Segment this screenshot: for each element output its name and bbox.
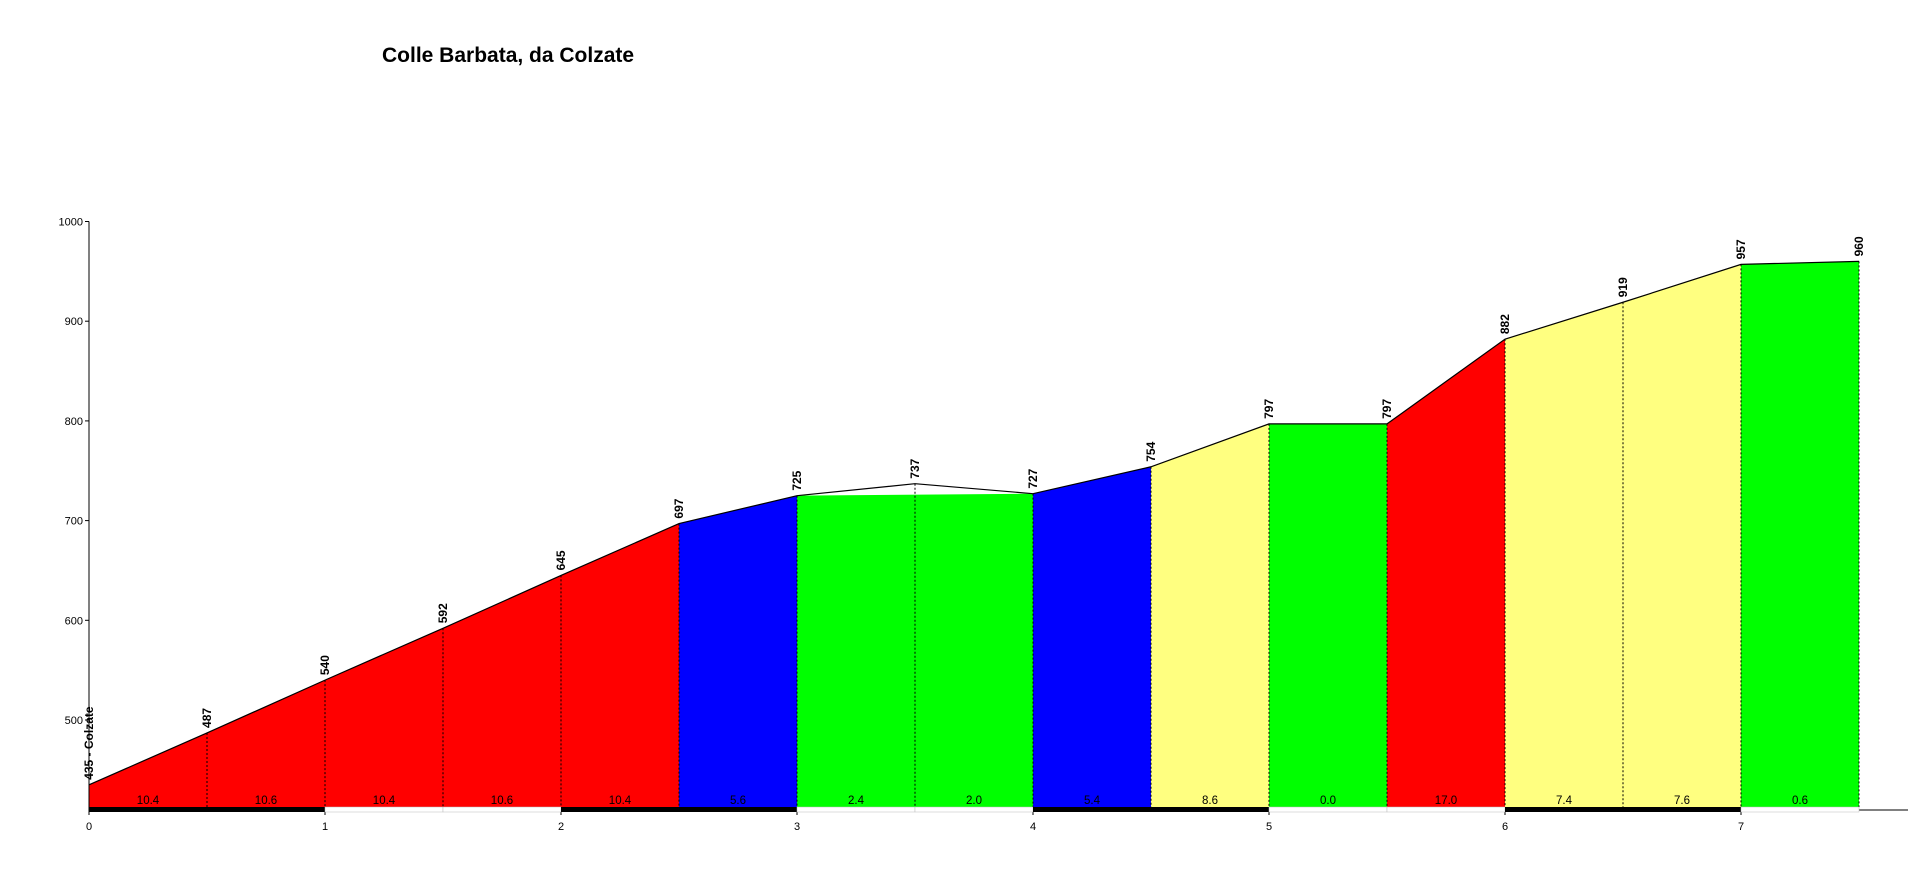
color-band-5 [1269, 423, 1387, 807]
km-bar-segment-7 [914, 806, 1034, 813]
color-band-6 [1387, 339, 1505, 807]
color-band-4 [1151, 423, 1269, 807]
elevation-label-15: 960 [1852, 236, 1866, 256]
elevation-label-0: 435 - Colzate [82, 706, 96, 780]
chart-title: Colle Barbata, da Colzate [382, 44, 634, 67]
color-band-3 [1033, 466, 1151, 807]
km-bar-segment-6 [796, 806, 916, 813]
elevation-label-2: 540 [318, 655, 332, 675]
color-bands [89, 261, 1859, 808]
km-bar-segment-0 [89, 807, 207, 812]
km-bar-segment-5 [679, 807, 797, 812]
gradient-label-11: 17.0 [1435, 795, 1457, 807]
elevation-label-8: 727 [1026, 468, 1040, 488]
gradient-label-13: 7.6 [1674, 795, 1690, 807]
profile-line [88, 260, 1860, 786]
x-tick-label-1: 1 [322, 821, 328, 833]
x-tick-label-4: 4 [1030, 821, 1036, 833]
km-bar-segment-14 [1740, 806, 1860, 813]
elevation-labels: 435 - Colzate 487 540 592 645 697 725 737 727 754… [82, 236, 1866, 780]
gradient-label-8: 5.4 [1084, 795, 1101, 807]
y-tick-label-500: 500 [65, 715, 83, 727]
elevation-label-7: 737 [908, 458, 922, 478]
km-bar-segment-12 [1505, 807, 1623, 812]
elevation-label-6: 725 [790, 470, 804, 490]
km-bar-segment-2 [324, 806, 444, 813]
x-tick-label-7: 7 [1738, 821, 1744, 833]
y-axis: 500 600 700 800 900 1000 [59, 217, 90, 811]
gradient-labels: 10.4 10.6 10.4 10.6 10.4 5.6 2.4 2.0 5.4 8.6 0.0 17… [137, 795, 1808, 807]
gradient-label-6: 2.4 [848, 795, 865, 807]
gradient-label-4: 10.4 [609, 795, 632, 807]
elevation-label-12: 882 [1498, 314, 1512, 334]
elevation-label-11: 797 [1380, 399, 1394, 419]
km-bar-segment-4 [561, 807, 679, 812]
y-tick-label-1000: 1000 [59, 217, 83, 229]
km-bar-segment-1 [207, 807, 325, 812]
elevation-label-1: 487 [200, 708, 214, 728]
km-bar-segment-11 [1386, 806, 1506, 813]
gradient-label-2: 10.4 [373, 795, 396, 807]
x-tick-label-3: 3 [794, 821, 800, 833]
km-bar [89, 806, 1860, 813]
gradient-label-0: 10.4 [137, 795, 160, 807]
color-band-8 [1741, 261, 1859, 807]
color-band-1 [679, 495, 797, 807]
elevation-label-9: 754 [1144, 441, 1158, 461]
gradient-label-12: 7.4 [1556, 795, 1573, 807]
color-band-2 [797, 493, 1033, 807]
elevation-label-14: 957 [1734, 239, 1748, 259]
gradient-label-14: 0.6 [1792, 795, 1808, 807]
elevation-label-4: 645 [554, 550, 568, 570]
elevation-label-3: 592 [436, 603, 450, 623]
x-tick-label-6: 6 [1502, 821, 1508, 833]
x-tick-label-0: 0 [86, 821, 92, 833]
gradient-label-1: 10.6 [255, 795, 277, 807]
km-bar-segment-8 [1033, 807, 1151, 812]
gradient-label-5: 5.6 [730, 795, 746, 807]
gradient-label-10: 0.0 [1320, 795, 1336, 807]
gradient-label-9: 8.6 [1202, 795, 1218, 807]
x-tick-label-2: 2 [558, 821, 564, 833]
elevation-label-10: 797 [1262, 399, 1276, 419]
km-bar-segment-13 [1623, 807, 1741, 812]
y-tick-label-800: 800 [65, 416, 83, 428]
km-bar-segment-3 [442, 806, 562, 813]
color-band-0 [89, 523, 679, 807]
gradient-label-3: 10.6 [491, 795, 513, 807]
gradient-label-7: 2.0 [966, 795, 982, 807]
km-bar-segment-10 [1268, 806, 1388, 813]
y-tick-label-600: 600 [65, 615, 83, 627]
km-bar-segment-9 [1151, 807, 1269, 812]
elevation-label-5: 697 [672, 498, 686, 518]
segment-dividers [206, 261, 1860, 807]
elevation-label-13: 919 [1616, 277, 1630, 297]
y-tick-label-700: 700 [65, 516, 83, 528]
y-tick-label-900: 900 [65, 316, 83, 328]
x-tick-label-5: 5 [1266, 821, 1272, 833]
